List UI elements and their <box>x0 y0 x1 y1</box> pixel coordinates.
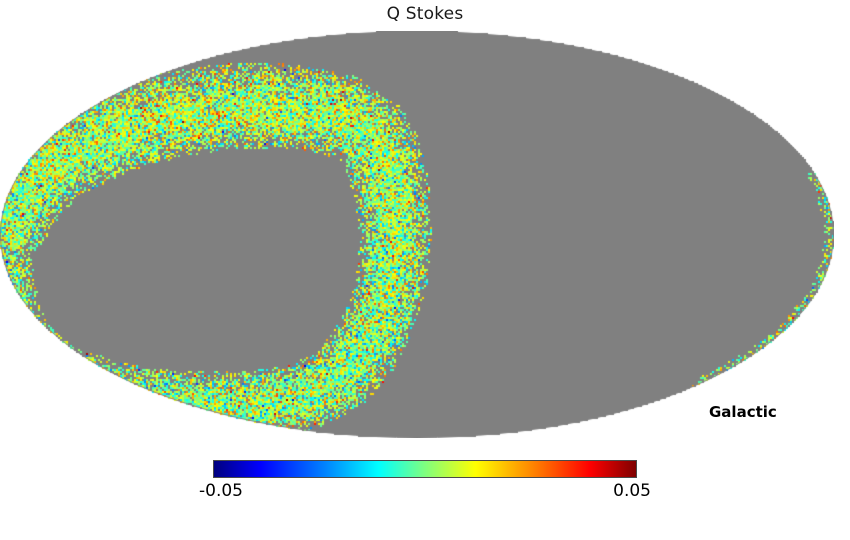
page-title: Q Stokes <box>386 4 464 24</box>
coordinate-frame-label: Galactic <box>709 403 777 421</box>
colorbar: -0.05 0.05 <box>199 458 651 508</box>
colorbar-min-tick-label: -0.05 <box>199 481 243 501</box>
skymap-panel <box>0 31 834 438</box>
colorbar-gradient <box>213 460 637 478</box>
colorbar-max-tick-label: 0.05 <box>613 481 651 501</box>
mollweide-skymap <box>0 31 834 438</box>
